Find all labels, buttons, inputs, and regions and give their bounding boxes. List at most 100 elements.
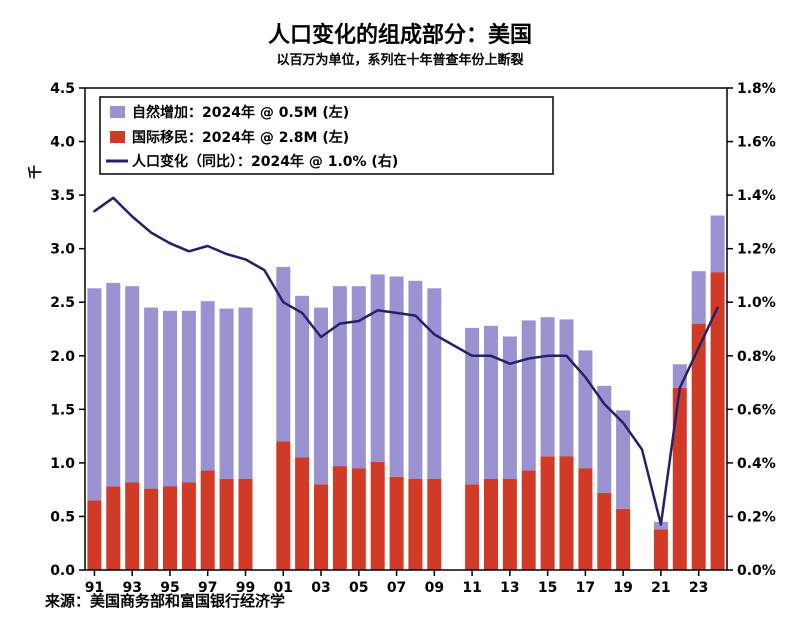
bar-natural-increase [408, 280, 423, 479]
x-axis-tick-label: 99 [236, 580, 255, 596]
x-axis-tick-label: 09 [425, 580, 444, 596]
left-axis-tick-label: 1.5 [50, 402, 75, 418]
bar-natural-increase [616, 410, 631, 509]
bar-international-migration [106, 486, 121, 570]
source-note: 来源：美国商务部和富国银行经济学 [44, 592, 285, 610]
bar-international-migration [521, 470, 536, 570]
bar-international-migration [540, 456, 555, 570]
bar-international-migration [465, 484, 480, 570]
bar-international-migration [144, 488, 159, 570]
left-axis-tick-label: 3.5 [50, 188, 75, 204]
bar-natural-increase [276, 266, 291, 442]
x-axis-tick-label: 01 [274, 580, 293, 596]
right-axis-tick-label: 0.4% [737, 456, 776, 472]
bar-natural-increase [502, 336, 517, 479]
x-axis-tick-label: 97 [198, 580, 217, 596]
bar-natural-increase [106, 282, 121, 487]
bar-international-migration [502, 479, 517, 570]
bar-international-migration [653, 529, 668, 570]
bar-international-migration [691, 323, 706, 570]
legend-label-population-change: 人口变化（同比）：2024年 @ 1.0% (右) [132, 153, 398, 170]
population-change-line [93, 196, 719, 526]
bar-international-migration [597, 492, 612, 570]
bar-natural-increase [351, 286, 366, 469]
bar-natural-increase [125, 286, 140, 483]
chart-subtitle: 以百万为单位，系列在十年普查年份上断裂 [276, 52, 524, 68]
bar-international-migration [370, 461, 385, 570]
bar-natural-increase [540, 317, 555, 457]
x-axis-tick-label: 21 [651, 580, 670, 596]
bar-international-migration [351, 468, 366, 570]
bar-natural-increase [370, 274, 385, 462]
left-axis-tick-label: 4.0 [50, 135, 75, 151]
left-axis-tick-label: 3.0 [50, 242, 75, 258]
legend: 自然增加：2024年 @ 0.5M (左) 国际移民：2024年 @ 2.8M … [99, 96, 554, 175]
bar-natural-increase [181, 310, 196, 483]
bar-natural-increase [597, 385, 612, 493]
x-axis-tick-label: 17 [576, 580, 595, 596]
bar-international-migration [238, 479, 253, 570]
x-axis-tick-label: 03 [311, 580, 330, 596]
bar-natural-increase [465, 327, 480, 485]
x-axis-tick-label: 15 [538, 580, 557, 596]
bar-natural-increase [238, 307, 253, 479]
bar-international-migration [389, 476, 404, 570]
bar-natural-increase [144, 307, 159, 489]
bar-natural-increase [427, 288, 442, 479]
bar-international-migration [578, 468, 593, 570]
line-layer [93, 196, 719, 526]
bar-international-migration [672, 387, 687, 570]
right-axis-tick-label: 1.2% [737, 242, 776, 258]
x-axis-tick-label: 95 [160, 580, 179, 596]
bar-natural-increase [578, 350, 593, 469]
bar-international-migration [559, 456, 574, 570]
x-axis-tick-label: 93 [122, 580, 141, 596]
x-axis-tick-label: 23 [689, 580, 708, 596]
bar-international-migration [200, 470, 215, 570]
chart-title: 人口变化的组成部分：美国 [268, 22, 532, 48]
right-axis-tick-label: 0.8% [737, 349, 776, 365]
x-axis-tick-label: 11 [462, 580, 481, 596]
right-axis-tick-label: 1.6% [737, 135, 776, 151]
bar-international-migration [408, 479, 423, 570]
bars-layer [87, 215, 725, 570]
bar-international-migration [332, 466, 347, 570]
bar-natural-increase [332, 286, 347, 467]
bar-international-migration [616, 508, 631, 570]
x-axis-tick-label: 07 [387, 580, 406, 596]
right-axis-tick-label: 0.0% [737, 563, 776, 579]
bar-natural-increase [200, 301, 215, 471]
bar-international-migration [427, 479, 442, 570]
legend-label-natural-increase: 自然增加：2024年 @ 0.5M (左) [132, 104, 349, 121]
bar-natural-increase [163, 310, 177, 487]
x-axis-tick-label: 13 [500, 580, 519, 596]
legend-swatch-natural-increase [110, 106, 125, 118]
axes-layer: 0.0 0.5 1.0 1.5 2.0 2.5 3.0 3.5 4.0 4.5 0.0% 0.2% 0.… [50, 81, 776, 596]
left-axis-tick-label: 2.0 [50, 349, 75, 365]
bar-international-migration [125, 482, 140, 570]
x-axis-tick-label: 05 [349, 580, 368, 596]
bar-international-migration [314, 484, 328, 570]
right-axis-tick-label: 0.2% [737, 509, 776, 525]
bar-natural-increase [710, 215, 725, 273]
left-axis-tick-label: 2.5 [50, 295, 75, 311]
left-axis-tick-label: 1.0 [50, 456, 75, 472]
bar-natural-increase [314, 307, 328, 485]
left-axis-tick-label: 0.5 [50, 509, 75, 525]
bar-international-migration [181, 482, 196, 570]
bar-international-migration [276, 441, 291, 570]
bar-natural-increase [389, 276, 404, 477]
left-axis-tick-label: 4.5 [50, 81, 75, 97]
legend-label-international-migration: 国际移民：2024年 @ 2.8M (左) [132, 129, 349, 146]
bar-international-migration [484, 479, 498, 570]
bar-natural-increase [691, 271, 706, 324]
bar-natural-increase [484, 325, 498, 479]
right-axis-tick-label: 1.8% [737, 81, 776, 97]
x-axis-tick-label: 91 [85, 580, 104, 596]
bar-natural-increase [559, 319, 574, 457]
legend-box [99, 96, 554, 175]
bar-natural-increase [219, 308, 234, 479]
bar-international-migration [87, 500, 102, 570]
